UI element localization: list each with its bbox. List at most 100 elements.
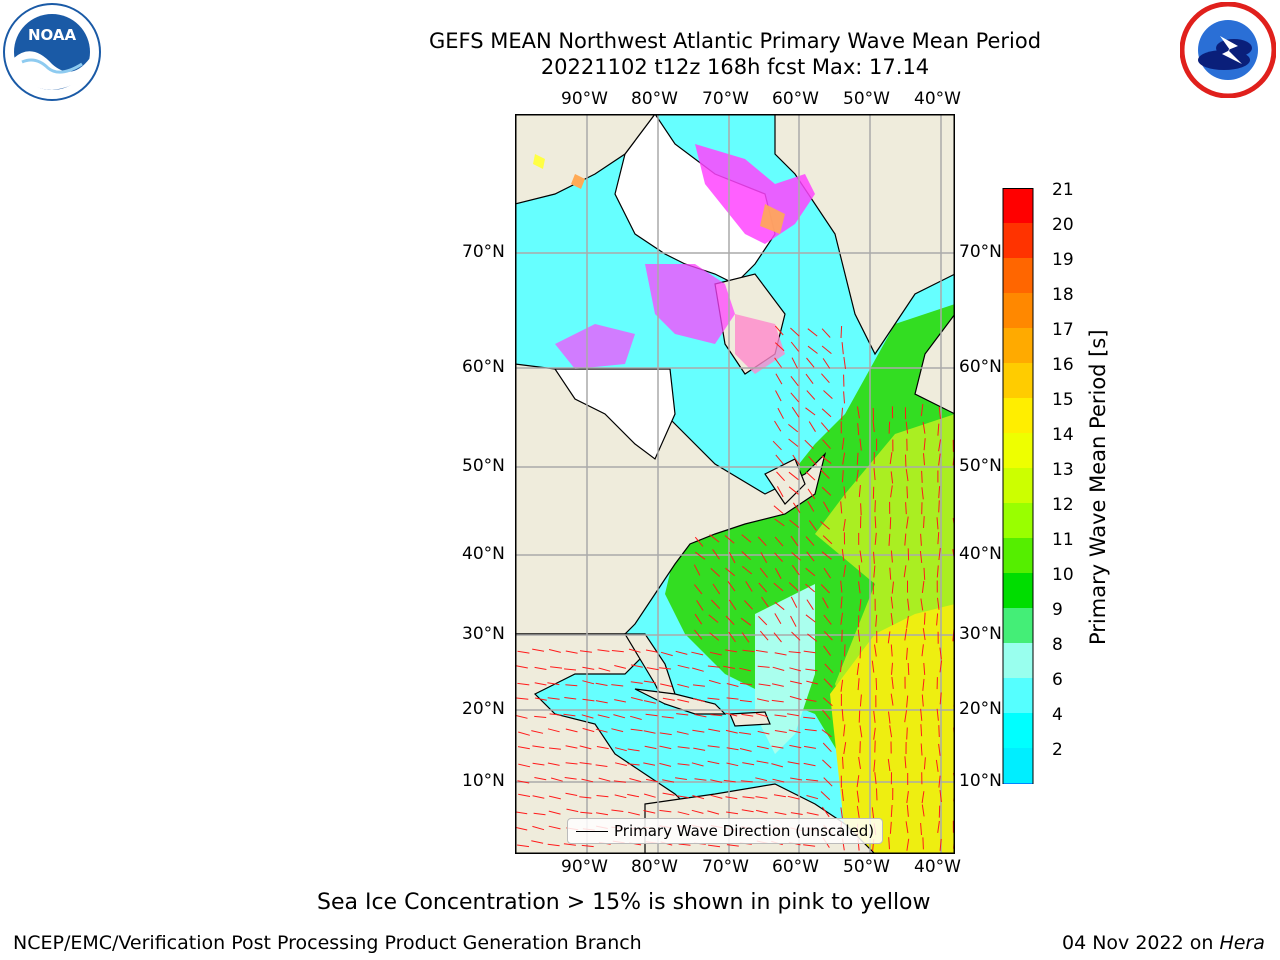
wave-arrow: [756, 745, 769, 750]
wave-arrow: [790, 812, 803, 815]
wave-arrow: [859, 646, 862, 659]
wave-arrow: [739, 667, 752, 672]
wave-arrow: [675, 777, 687, 780]
wave-arrow: [534, 777, 547, 781]
wave-arrow: [788, 729, 801, 734]
wave-arrow: [709, 632, 720, 641]
wave-arrow: [774, 601, 785, 611]
wave-arrow: [890, 485, 893, 498]
wave-arrow: [939, 838, 942, 851]
wave-arrow: [787, 795, 800, 800]
colorbar-segment: [1003, 608, 1033, 643]
wave-arrow: [922, 421, 926, 434]
wave-arrow: [790, 375, 799, 387]
wave-arrow: [805, 668, 818, 672]
wave-arrow: [938, 548, 941, 561]
chart-title: GEFS MEAN Northwest Atlantic Primary Wav…: [428, 29, 1042, 53]
colorbar-tick-label: 8: [1052, 635, 1063, 655]
wave-arrow: [808, 456, 817, 466]
colorbar-tick-label: 18: [1052, 285, 1074, 305]
wave-arrow: [857, 423, 860, 436]
wave-arrow: [547, 682, 560, 686]
wave-arrow: [923, 438, 926, 451]
lat-label-right-10n: 10°N: [959, 771, 1002, 791]
wave-arrow: [856, 469, 859, 482]
wave-arrow: [820, 469, 830, 479]
wave-arrow: [804, 728, 817, 732]
wave-arrow: [803, 650, 816, 654]
colorbar-tick-label: 4: [1052, 705, 1063, 725]
wave-arrow: [725, 729, 738, 734]
wave-arrow: [517, 844, 530, 848]
wave-arrow: [905, 821, 909, 834]
colorbar-tick-label: 14: [1052, 425, 1074, 445]
wave-arrow: [710, 714, 723, 717]
wave-arrow: [771, 763, 784, 768]
wave-arrow: [579, 762, 592, 765]
wave-arrow: [548, 810, 561, 815]
wave-arrow: [820, 584, 830, 594]
wave-arrow: [789, 744, 802, 749]
lat-label-left-60n: 60°N: [462, 357, 505, 377]
wave-arrow: [758, 683, 771, 687]
wave-arrow: [873, 468, 876, 481]
wave-arrow: [676, 795, 689, 799]
wave-arrow: [888, 533, 891, 546]
wave-arrow: [920, 533, 922, 546]
wave-arrow: [548, 795, 561, 800]
wave-arrow: [773, 505, 784, 514]
wave-arrow: [922, 837, 924, 850]
wave-arrow: [646, 778, 658, 783]
map-legend: Primary Wave Direction (unscaled): [567, 818, 884, 844]
wave-arrow: [938, 725, 940, 738]
wave-arrow: [677, 699, 690, 703]
wave-arrow: [774, 420, 782, 432]
wave-arrow: [874, 516, 877, 529]
wave-arrow: [821, 408, 832, 418]
wave-arrow: [774, 342, 785, 352]
wave-arrow: [920, 743, 923, 756]
wave-arrow: [581, 714, 594, 719]
wave-arrow: [889, 452, 893, 465]
wave-arrow: [822, 697, 833, 707]
wave-arrow: [822, 597, 829, 609]
wave-arrow: [843, 519, 846, 531]
wave-arrow: [874, 500, 876, 513]
wave-arrow: [843, 391, 845, 404]
wave-arrow: [532, 795, 545, 799]
wave-arrow: [757, 536, 767, 547]
wave-arrow: [937, 597, 940, 610]
wave-arrow: [581, 844, 594, 848]
wave-arrow: [790, 535, 799, 547]
wave-arrow: [614, 747, 627, 752]
wave-arrow: [707, 745, 720, 748]
colorbar-tick-label: 19: [1052, 250, 1074, 270]
wave-arrow: [906, 727, 908, 740]
lat-label-left-10n: 10°N: [462, 771, 505, 791]
wave-arrow: [660, 651, 673, 657]
wave-arrow: [518, 793, 531, 797]
wave-arrow: [821, 551, 832, 560]
wave-arrow: [792, 454, 800, 466]
colorbar-segment: [1003, 258, 1033, 293]
wave-arrow: [676, 731, 689, 735]
wave-arrow: [547, 697, 560, 700]
wave-arrow: [692, 667, 704, 672]
wave-arrow: [755, 649, 768, 653]
wave-arrow: [938, 500, 940, 513]
chart-subtitle: 20221102 t12z 168h fcst Max: 17.14: [540, 55, 930, 79]
wave-arrow: [563, 713, 576, 717]
wave-arrow: [806, 357, 815, 368]
wave-arrow: [843, 486, 846, 499]
wave-arrow: [821, 373, 830, 384]
wave-arrow: [907, 598, 910, 611]
wave-arrow: [595, 728, 608, 733]
wave-arrow: [630, 728, 643, 732]
wave-arrow: [745, 581, 753, 592]
colorbar-segment: [1003, 503, 1033, 538]
colorbar-tick-label: 10: [1052, 565, 1074, 585]
wave-arrow: [791, 357, 798, 369]
wave-arrow: [710, 568, 721, 577]
wave-arrow: [841, 407, 843, 420]
lat-label-right-30n: 30°N: [959, 624, 1002, 644]
